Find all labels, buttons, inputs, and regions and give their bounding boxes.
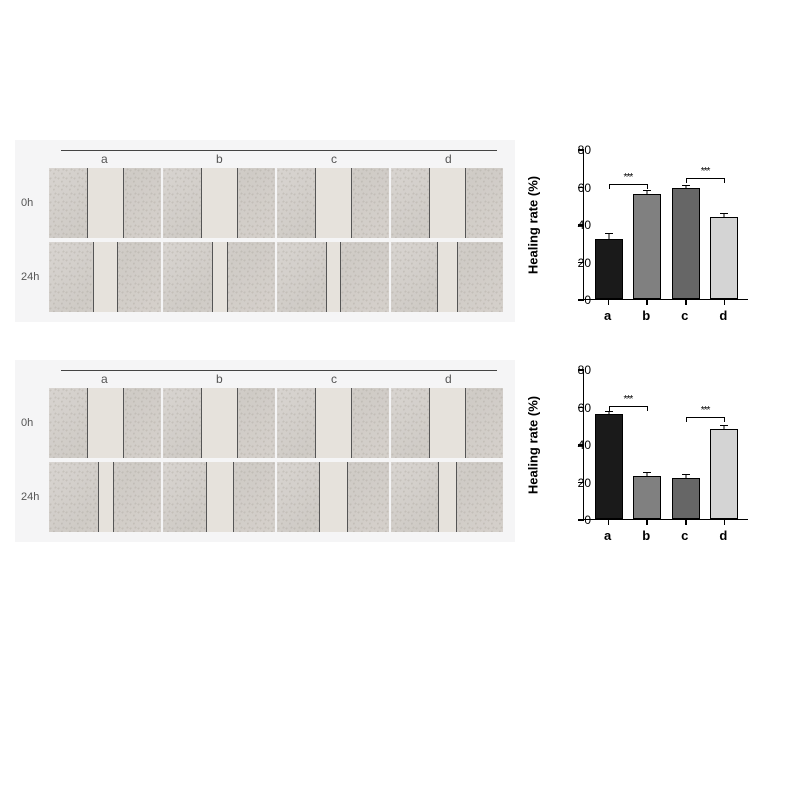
bar (595, 239, 623, 299)
micro-row-0h: 0h (21, 168, 509, 238)
y-tick-label: 80 (567, 363, 591, 377)
y-tick-label: 60 (567, 401, 591, 415)
significance-label: *** (701, 166, 710, 177)
row-label: 24h (21, 271, 49, 283)
col-label: b (216, 372, 223, 386)
micrograph-cell (277, 462, 389, 532)
micrograph-cell (49, 242, 161, 312)
chart-1: Healing rate (%)******020406080abcd (533, 140, 773, 330)
micro-row-0h: 0h (21, 388, 509, 458)
x-tick-label: a (604, 308, 611, 323)
col-label: c (331, 152, 337, 166)
bar (672, 478, 700, 519)
x-tick-label: d (719, 308, 727, 323)
y-tick-label: 20 (567, 256, 591, 270)
significance-label: *** (624, 394, 633, 405)
y-tick-label: 20 (567, 476, 591, 490)
micrograph-cell (163, 462, 275, 532)
x-tick-label: a (604, 528, 611, 543)
y-tick-label: 80 (567, 143, 591, 157)
bar (633, 194, 661, 299)
x-tick-label: b (642, 308, 650, 323)
micrograph-cell (391, 388, 503, 458)
bar (633, 476, 661, 519)
micrograph-cell (163, 168, 275, 238)
plot-area: *** *** (583, 150, 748, 300)
micro-row-24h: 24h (21, 242, 509, 312)
micrograph-cell (49, 388, 161, 458)
y-tick-label: 40 (567, 218, 591, 232)
bar (710, 217, 738, 300)
significance-label: *** (701, 405, 710, 416)
column-labels-1: a b c d (21, 146, 509, 168)
chart-2: Healing rate (%)******020406080abcd (533, 360, 773, 550)
col-label: b (216, 152, 223, 166)
x-tick-label: c (681, 528, 688, 543)
micrograph-cell (163, 388, 275, 458)
col-label: d (445, 372, 452, 386)
panel-2: a b c d 0h 24h Healing rate (%) *** *** 0 20… (15, 360, 775, 550)
micrograph-grid-1: a b c d 0h 24h (15, 140, 515, 322)
x-tick-label: b (642, 528, 650, 543)
micrograph-cell (277, 242, 389, 312)
bar (710, 429, 738, 519)
col-label: a (101, 372, 108, 386)
micrograph-cell (391, 168, 503, 238)
micrograph-cell (277, 388, 389, 458)
micrograph-cell (49, 168, 161, 238)
micrograph-grid-2: a b c d 0h 24h (15, 360, 515, 542)
row-label: 0h (21, 417, 49, 429)
row-label: 24h (21, 491, 49, 503)
significance-label: *** (624, 172, 633, 183)
y-tick-label: 0 (567, 293, 591, 307)
figure-container: a b c d 0h 24h Healing rate (%) *** *** 0 20… (15, 140, 775, 580)
micro-row-24h: 24h (21, 462, 509, 532)
col-label: d (445, 152, 452, 166)
micrograph-cell (391, 462, 503, 532)
micrograph-cell (391, 242, 503, 312)
plot-area: *** *** (583, 370, 748, 520)
micrograph-cell (277, 168, 389, 238)
y-axis-title: Healing rate (%) (526, 176, 541, 274)
y-axis-title: Healing rate (%) (526, 396, 541, 494)
col-label: a (101, 152, 108, 166)
micrograph-cell (49, 462, 161, 532)
bar (595, 414, 623, 519)
y-tick-label: 0 (567, 513, 591, 527)
column-labels-2: a b c d (21, 366, 509, 388)
micrograph-cell (163, 242, 275, 312)
panel-1: a b c d 0h 24h Healing rate (%) *** *** 0 20… (15, 140, 775, 330)
x-tick-label: d (719, 528, 727, 543)
row-label: 0h (21, 197, 49, 209)
y-tick-label: 40 (567, 438, 591, 452)
bar (672, 188, 700, 299)
col-label: c (331, 372, 337, 386)
x-tick-label: c (681, 308, 688, 323)
y-tick-label: 60 (567, 181, 591, 195)
